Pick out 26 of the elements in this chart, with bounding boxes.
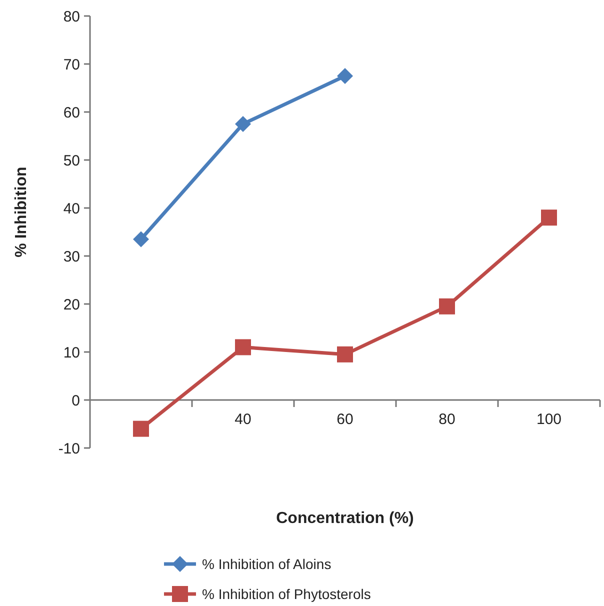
point <box>439 298 455 314</box>
y-tick-label: 0 <box>72 392 80 410</box>
x-tick-label: 100 <box>536 411 562 428</box>
y-tick-label: -10 <box>58 440 80 458</box>
y-tick-label: 10 <box>63 344 80 362</box>
y-tick-label: 40 <box>63 200 80 218</box>
y-tick-label: 20 <box>63 296 80 314</box>
x-tick-label: 60 <box>336 411 354 428</box>
point <box>541 210 557 226</box>
legend-label: % Inhibition of Phytosterols <box>202 586 371 602</box>
y-axis-title: % Inhibition <box>13 166 30 258</box>
point <box>133 231 149 248</box>
x-axis-title: Concentration (%) <box>276 510 414 527</box>
point <box>337 346 353 362</box>
point <box>133 420 149 437</box>
point <box>235 116 251 132</box>
x-tick-label: 40 <box>234 411 252 428</box>
point <box>337 68 353 84</box>
point <box>235 339 251 356</box>
y-tick-label: 50 <box>63 152 80 170</box>
y-tick-label: 70 <box>63 56 80 74</box>
y-tick-label: 80 <box>63 8 80 26</box>
legend-label: % Inhibition of Aloins <box>202 556 332 572</box>
x-tick-label: 80 <box>438 411 456 428</box>
y-tick-label: 30 <box>63 248 80 266</box>
y-tick-label: 60 <box>63 104 80 122</box>
